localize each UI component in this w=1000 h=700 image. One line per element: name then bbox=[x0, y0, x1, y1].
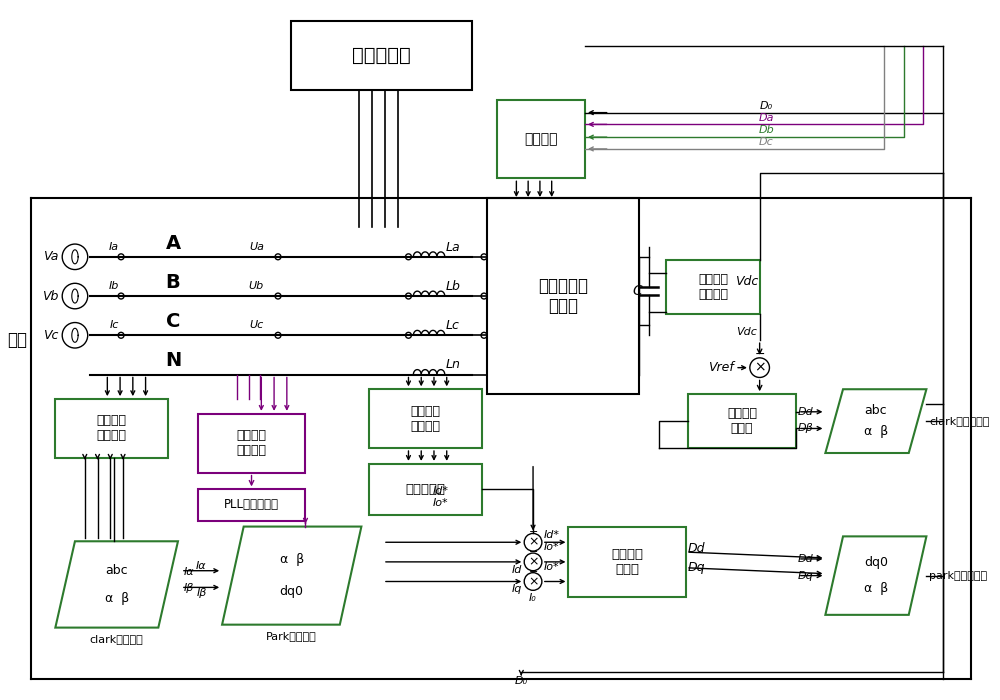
Text: −: − bbox=[528, 567, 538, 577]
Text: C: C bbox=[632, 284, 642, 298]
Text: 不平衡负载: 不平衡负载 bbox=[352, 46, 411, 65]
Text: ×: × bbox=[754, 360, 765, 374]
Text: Dβ: Dβ bbox=[798, 424, 814, 433]
Text: ×: × bbox=[528, 555, 538, 568]
Text: Va: Va bbox=[43, 251, 58, 263]
Text: Ic: Ic bbox=[110, 321, 119, 330]
Polygon shape bbox=[222, 526, 361, 624]
Text: ×: × bbox=[528, 536, 538, 549]
Text: Da: Da bbox=[759, 113, 774, 122]
Text: abc: abc bbox=[105, 564, 128, 577]
Text: Iβ: Iβ bbox=[184, 583, 194, 594]
Text: Ib: Ib bbox=[109, 281, 119, 291]
Text: α  β: α β bbox=[864, 425, 888, 438]
Text: Dd: Dd bbox=[798, 407, 814, 416]
Text: Dq: Dq bbox=[798, 570, 814, 580]
Text: C: C bbox=[166, 312, 180, 331]
Text: Lb: Lb bbox=[445, 280, 460, 293]
Text: ×: × bbox=[528, 575, 538, 588]
Text: Vdc: Vdc bbox=[736, 328, 757, 337]
Text: α  β: α β bbox=[280, 553, 304, 566]
Text: Dq: Dq bbox=[688, 561, 706, 574]
Bar bbox=[369, 389, 482, 448]
Bar bbox=[497, 100, 585, 178]
Bar bbox=[198, 489, 305, 521]
Text: Io*: Io* bbox=[544, 542, 559, 552]
Text: 电网: 电网 bbox=[7, 331, 27, 349]
Text: Ln: Ln bbox=[445, 358, 460, 371]
Text: Vdc: Vdc bbox=[735, 275, 759, 288]
Text: 直流电压
采集模块: 直流电压 采集模块 bbox=[698, 273, 728, 301]
Text: Iα: Iα bbox=[184, 567, 194, 577]
Text: Id*: Id* bbox=[544, 531, 560, 540]
Text: park反变换模块: park反变换模块 bbox=[929, 570, 987, 580]
Text: clark反变换模块: clark反变换模块 bbox=[929, 416, 990, 426]
Polygon shape bbox=[825, 389, 926, 453]
Text: Park变换模块: Park变换模块 bbox=[266, 631, 317, 641]
Text: 交流电流
采集模块: 交流电流 采集模块 bbox=[97, 414, 127, 442]
Text: Dc: Dc bbox=[759, 137, 774, 147]
Text: Iβ: Iβ bbox=[196, 588, 207, 598]
Text: Ub: Ub bbox=[249, 281, 264, 291]
Bar bbox=[198, 414, 305, 473]
Text: Dd: Dd bbox=[688, 542, 706, 554]
Text: abc: abc bbox=[865, 404, 887, 417]
Text: 驱动模块: 驱动模块 bbox=[524, 132, 558, 146]
Text: Uc: Uc bbox=[249, 321, 264, 330]
Text: Iq: Iq bbox=[512, 584, 522, 594]
Text: Ia: Ia bbox=[109, 242, 119, 252]
Bar bbox=[568, 526, 686, 597]
Text: D₀: D₀ bbox=[515, 676, 528, 685]
Text: −: − bbox=[528, 528, 538, 538]
Text: 跟踪控制器: 跟踪控制器 bbox=[406, 483, 446, 496]
Bar bbox=[369, 464, 482, 514]
Text: Dd: Dd bbox=[798, 554, 814, 564]
Text: Db: Db bbox=[759, 125, 774, 135]
Text: 比例谐振
控制器: 比例谐振 控制器 bbox=[611, 548, 643, 576]
Text: 交流电压
采集模块: 交流电压 采集模块 bbox=[237, 429, 267, 457]
Text: Vb: Vb bbox=[42, 290, 59, 302]
Text: Lc: Lc bbox=[446, 319, 460, 332]
Text: Id*: Id* bbox=[433, 486, 449, 496]
Text: A: A bbox=[165, 234, 181, 253]
Text: Io*: Io* bbox=[544, 562, 559, 572]
Bar bbox=[666, 260, 760, 314]
Text: 三相四桥臂
逆变桥: 三相四桥臂 逆变桥 bbox=[538, 276, 588, 316]
Bar bbox=[688, 394, 796, 448]
Text: α  β: α β bbox=[864, 582, 888, 595]
Text: dq0: dq0 bbox=[280, 585, 304, 598]
Text: dq0: dq0 bbox=[864, 556, 888, 569]
Text: B: B bbox=[166, 273, 180, 292]
Polygon shape bbox=[55, 541, 178, 628]
Text: I₀: I₀ bbox=[529, 593, 537, 603]
Text: Iα: Iα bbox=[196, 561, 207, 570]
Text: PLL锁相环模块: PLL锁相环模块 bbox=[224, 498, 279, 512]
Text: −: − bbox=[754, 349, 765, 361]
Text: 比例积分
控制器: 比例积分 控制器 bbox=[727, 407, 757, 435]
Polygon shape bbox=[825, 536, 926, 615]
Text: Vref: Vref bbox=[708, 361, 733, 374]
Bar bbox=[291, 22, 472, 90]
Text: Ua: Ua bbox=[249, 242, 264, 252]
Bar bbox=[55, 399, 168, 458]
Text: Id: Id bbox=[512, 565, 522, 575]
Text: clark变换模块: clark变换模块 bbox=[90, 634, 144, 645]
Bar bbox=[487, 198, 639, 394]
Text: α  β: α β bbox=[105, 592, 129, 606]
Text: La: La bbox=[445, 241, 460, 253]
Text: D₀: D₀ bbox=[760, 101, 773, 111]
Text: Io*: Io* bbox=[433, 498, 449, 508]
Text: 电感电流
采集模块: 电感电流 采集模块 bbox=[411, 405, 441, 433]
Text: Vc: Vc bbox=[43, 329, 58, 342]
Text: −: − bbox=[528, 547, 538, 557]
Text: N: N bbox=[165, 351, 181, 370]
